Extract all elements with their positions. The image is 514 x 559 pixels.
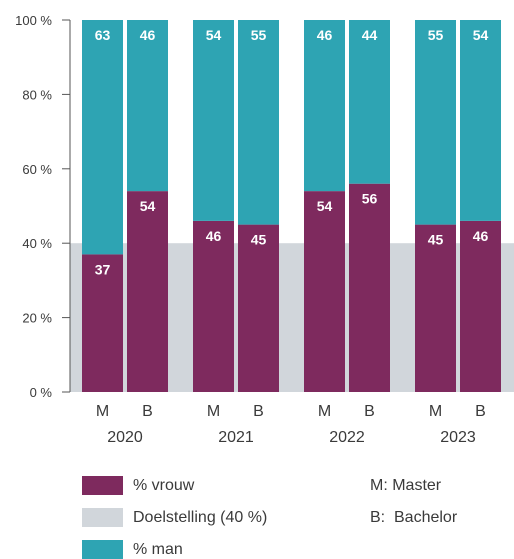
bar-man	[193, 20, 234, 221]
x-tick-label: B	[142, 403, 153, 420]
legend-swatch-vrouw	[82, 476, 123, 495]
legend-label-vrouw: % vrouw	[133, 476, 195, 494]
bar-man	[349, 20, 390, 184]
bar-man	[460, 20, 501, 221]
bar-vrouw	[460, 220, 501, 392]
legend-item-target: Doelstelling (40 %)	[82, 508, 267, 527]
bar-vrouw	[349, 183, 390, 392]
x-tick-label: M	[207, 403, 220, 420]
data-label-vrouw: 54	[317, 198, 333, 214]
bar-man	[238, 20, 279, 225]
bar-man	[304, 20, 345, 192]
data-label-man: 44	[362, 27, 378, 43]
y-tick-label: 20 %	[22, 311, 52, 326]
bar-man	[127, 20, 168, 192]
x-group-label: 2023	[440, 429, 476, 446]
legend-note-bachelor: B: Bachelor	[370, 509, 458, 526]
data-label-man: 46	[317, 27, 333, 43]
x-tick-label: B	[475, 403, 486, 420]
data-label-man: 54	[473, 27, 489, 43]
data-label-man: 63	[95, 27, 111, 43]
y-tick-label: 40 %	[22, 236, 52, 251]
legend-label-target: Doelstelling (40 %)	[133, 508, 268, 526]
bar-vrouw	[304, 191, 345, 392]
data-label-vrouw: 45	[251, 232, 267, 248]
data-label-man: 55	[251, 27, 267, 43]
y-tick-label: 0 %	[30, 385, 53, 400]
bar-man	[415, 20, 456, 225]
stacked-bar-chart: 0 % 20 % 40 % 60 % 80 % 100 % 37 63 M 54 46 B 46 54 M 4…	[15, 13, 514, 446]
x-tick-label: M	[429, 403, 442, 420]
data-label-vrouw: 45	[428, 232, 444, 248]
data-label-vrouw: 37	[95, 261, 111, 277]
bar-vrouw	[82, 254, 123, 392]
bar-vrouw	[238, 224, 279, 392]
bar-vrouw	[193, 220, 234, 392]
x-group-label: 2021	[218, 429, 254, 446]
x-group-label: 2020	[107, 429, 143, 446]
legend-swatch-man	[82, 540, 123, 559]
data-label-vrouw: 56	[362, 191, 378, 207]
y-tick-label: 80 %	[22, 87, 52, 102]
data-label-man: 54	[206, 27, 222, 43]
y-tick-label: 100 %	[15, 13, 52, 28]
x-group-label: 2022	[329, 429, 365, 446]
x-tick-label: M	[318, 403, 331, 420]
data-label-man: 55	[428, 27, 444, 43]
bar-vrouw	[415, 224, 456, 392]
legend-label-man: % man	[133, 540, 183, 558]
bar-man	[82, 20, 123, 255]
data-label-vrouw: 46	[473, 228, 489, 244]
bar-vrouw	[127, 191, 168, 392]
data-label-vrouw: 46	[206, 228, 222, 244]
data-label-vrouw: 54	[140, 198, 156, 214]
x-tick-label: B	[253, 403, 264, 420]
legend-note-master: M: Master	[370, 477, 442, 494]
x-tick-label: B	[364, 403, 375, 420]
x-tick-label: M	[96, 403, 109, 420]
legend-swatch-target	[82, 508, 123, 527]
y-tick-label: 60 %	[22, 162, 52, 177]
legend-item-vrouw: % vrouw	[82, 476, 194, 495]
legend-item-man: % man	[82, 540, 183, 559]
data-label-man: 46	[140, 27, 156, 43]
